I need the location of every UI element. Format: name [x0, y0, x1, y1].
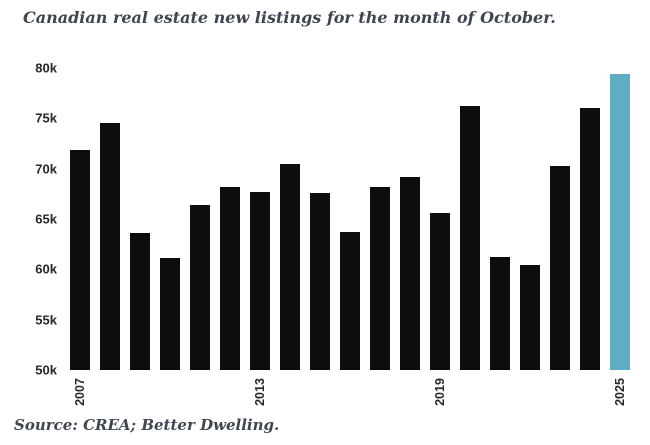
- bar-2020: [460, 106, 480, 370]
- bar-2015: [310, 192, 330, 370]
- bar-2010: [160, 258, 180, 370]
- x-tick-label: 2019: [433, 378, 447, 406]
- bar-2018: [400, 176, 420, 370]
- bar-2022: [520, 265, 540, 370]
- y-tick-label: 60k: [35, 261, 57, 277]
- source-note: Source: CREA; Better Dwelling.: [14, 416, 280, 434]
- y-tick-label: 55k: [35, 312, 57, 328]
- bar-2025: [610, 74, 630, 370]
- bar-2013: [250, 191, 270, 370]
- bar-2021: [490, 257, 510, 370]
- bar-2016: [340, 232, 360, 370]
- y-tick-label: 70k: [35, 161, 57, 177]
- y-tick-label: 80k: [35, 60, 57, 76]
- bar-2011: [190, 204, 210, 370]
- y-tick-label: 65k: [35, 211, 57, 227]
- bar-2019: [430, 212, 450, 370]
- bar-2014: [280, 163, 300, 370]
- x-tick-label: 2007: [73, 378, 87, 406]
- bar-2024: [580, 108, 600, 370]
- bar-2017: [370, 186, 390, 370]
- bar-2023: [550, 165, 570, 370]
- bar-2012: [220, 186, 240, 370]
- chart-title: Canadian real estate new listings for th…: [23, 8, 556, 27]
- bar-2008: [100, 123, 120, 370]
- bar-2007: [70, 149, 90, 370]
- x-tick-label: 2013: [253, 378, 267, 406]
- bar-2009: [130, 233, 150, 370]
- y-tick-label: 75k: [35, 110, 57, 126]
- x-tick-label: 2025: [613, 378, 627, 406]
- y-tick-label: 50k: [35, 362, 57, 378]
